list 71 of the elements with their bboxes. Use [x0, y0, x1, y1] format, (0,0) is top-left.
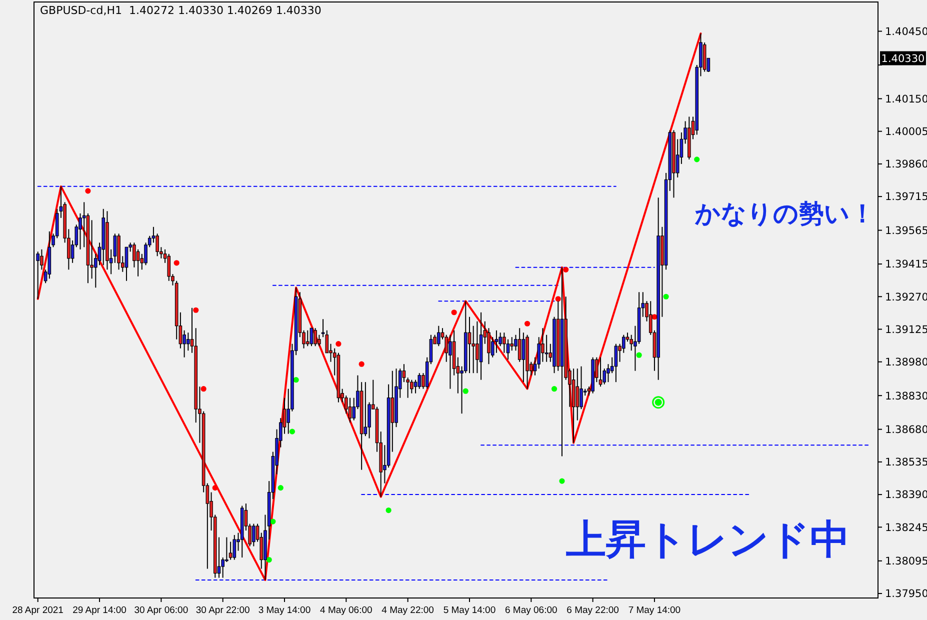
- point: [563, 266, 569, 272]
- point: [193, 307, 199, 313]
- x-tick-label: 4 May 22:00: [382, 605, 434, 616]
- candlestick: [182, 330, 186, 358]
- candlestick: [348, 397, 352, 424]
- candlestick: [136, 248, 140, 277]
- point: [663, 294, 669, 300]
- x-tick-label: 3 May 14:00: [258, 605, 311, 616]
- candlestick: [232, 534, 236, 560]
- point: [174, 260, 180, 266]
- x-tick-label: 28 Apr 2021: [12, 605, 64, 616]
- x-tick-label: 6 May 06:00: [505, 605, 558, 616]
- candlestick: [124, 246, 128, 282]
- candlestick: [418, 372, 422, 390]
- candlestick: [518, 328, 522, 362]
- candlestick: [364, 382, 368, 437]
- candlestick: [494, 330, 498, 354]
- candlestick: [318, 334, 321, 347]
- x-tick-label: 6 May 22:00: [566, 605, 619, 616]
- annotation: 上昇トレンド中: [566, 517, 850, 563]
- candlestick: [522, 332, 526, 383]
- candlestick: [225, 536, 228, 563]
- candlestick: [310, 328, 314, 347]
- candlestick: [544, 334, 548, 362]
- point: [694, 156, 700, 162]
- candlestick: [252, 523, 256, 547]
- candlestick: [410, 379, 414, 394]
- point: [386, 507, 392, 514]
- point: [358, 361, 364, 367]
- point: [336, 341, 342, 347]
- x-tick-label: 5 May 14:00: [443, 605, 496, 616]
- candlestick: [113, 233, 117, 264]
- point: [451, 310, 457, 316]
- point: [289, 428, 296, 434]
- point: [551, 386, 558, 392]
- candlestick: [448, 334, 452, 390]
- candlestick: [541, 328, 544, 362]
- point: [555, 296, 561, 302]
- x-tick-label: 30 Apr 22:00: [196, 605, 250, 616]
- point: [278, 484, 284, 491]
- candlestick: [167, 253, 171, 282]
- point: [636, 352, 642, 358]
- text: 1.40330: [881, 52, 925, 65]
- point: [200, 386, 206, 392]
- candlestick: [510, 336, 514, 352]
- candlestick: [414, 379, 418, 394]
- point: [85, 188, 91, 194]
- candlestick: [476, 320, 479, 374]
- candlestick: [598, 356, 602, 388]
- point: [559, 478, 565, 484]
- candlestick: [228, 541, 232, 560]
- point: [524, 320, 530, 326]
- candlestick: [576, 368, 580, 421]
- candlestick: [437, 325, 440, 347]
- x-tick-label: 7 May 14:00: [628, 605, 681, 616]
- candlestick: [36, 251, 40, 300]
- candlestick: [614, 343, 618, 383]
- candlestick: [506, 338, 510, 360]
- x-tick-label: 29 Apr 14:00: [72, 605, 126, 616]
- candlestick: [314, 328, 317, 347]
- x-tick-label: 4 May 06:00: [320, 605, 372, 616]
- point: [652, 396, 665, 409]
- point: [266, 556, 272, 563]
- x-tick-label: 30 Apr 06:00: [134, 605, 188, 616]
- point: [212, 484, 218, 491]
- chart-title: GBPUSD-cd,H1 1.40272 1.40330 1.40269 1.40330: [40, 4, 322, 17]
- annotation: かなりの勢い！: [694, 199, 875, 228]
- candlestick: [186, 332, 190, 352]
- point: [462, 388, 468, 394]
- candlestick: [580, 366, 583, 410]
- candlestick: [306, 330, 310, 347]
